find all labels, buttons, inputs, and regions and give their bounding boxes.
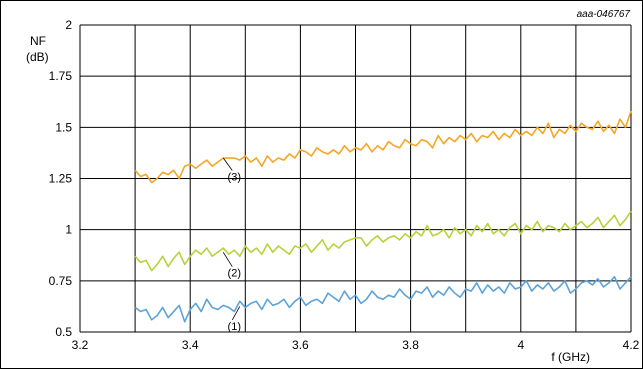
x-tick-label: 3.4	[182, 338, 199, 352]
y-tick-label: 1.5	[55, 120, 72, 134]
x-tick-label: 4.2	[623, 338, 640, 352]
series-callouts: (1) (2) (3)	[222, 157, 241, 333]
series-label-1: (1)	[228, 321, 241, 333]
series-label-3: (3)	[228, 172, 241, 184]
series-callout-leader-3	[222, 157, 233, 171]
series-line-3	[134, 110, 632, 184]
x-tick-label: 3.6	[292, 338, 309, 352]
series-callout-leader-2	[222, 251, 233, 267]
y-tick-label: 1	[65, 223, 72, 237]
tick-labels: 0.5 0.75 1 1.25 1.5 1.75 2 3.2 3.4 3.6 3.8 4 4.2	[49, 18, 640, 352]
series-line-1	[134, 275, 632, 323]
series-line-2	[134, 210, 632, 272]
y-axis-label-line2: (dB)	[26, 50, 49, 64]
series-callout-leader-1	[231, 306, 241, 321]
series-label-2: (2)	[228, 268, 241, 280]
figure-id: aaa-046767	[577, 9, 631, 20]
x-axis-label: f (GHz)	[551, 350, 590, 364]
y-tick-label: 0.75	[49, 274, 73, 288]
y-tick-label: 1.75	[49, 69, 73, 83]
y-tick-label: 0.5	[55, 325, 72, 339]
series-lines	[134, 110, 632, 323]
grid-lines	[79, 24, 632, 333]
x-tick-label: 4	[517, 338, 524, 352]
y-axis-label-line1: NF	[30, 34, 46, 48]
y-tick-label: 2	[65, 18, 72, 32]
x-tick-label: 3.2	[72, 338, 89, 352]
y-tick-label: 1.25	[49, 172, 73, 186]
x-tick-label: 3.8	[402, 338, 419, 352]
